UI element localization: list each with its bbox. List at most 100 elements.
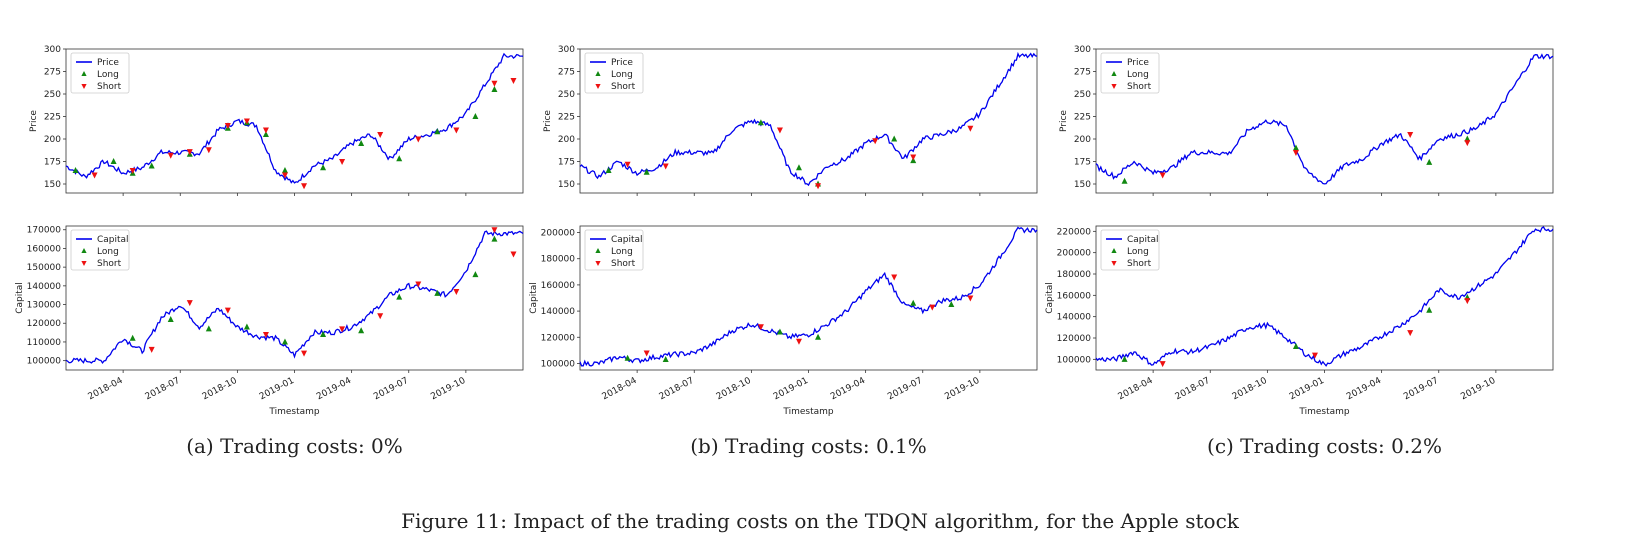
long-marker xyxy=(605,167,612,173)
legend-entry-short: Short xyxy=(1127,82,1152,92)
legend-entry-series: Capital xyxy=(97,235,129,245)
series-line xyxy=(579,51,1038,187)
short-marker xyxy=(205,147,212,154)
short-marker xyxy=(624,161,631,168)
long-marker xyxy=(1121,177,1128,184)
x-tick-label: 2019-04 xyxy=(829,376,867,403)
short-marker xyxy=(1159,172,1166,179)
x-tick-label: 2018-10 xyxy=(201,376,239,403)
x-axis-label: Timestamp xyxy=(268,407,320,417)
short-marker xyxy=(129,168,136,174)
plot-area xyxy=(65,225,524,371)
y-tick-label: 200000 xyxy=(1057,249,1092,259)
long-marker xyxy=(662,356,669,363)
short-marker xyxy=(967,295,974,302)
x-tick-label: 2019-04 xyxy=(1345,376,1383,403)
y-tick-label: 160000 xyxy=(541,281,576,291)
legend-entry-series: Price xyxy=(1127,58,1149,68)
legend xyxy=(70,52,130,94)
long-marker xyxy=(1464,135,1471,142)
long-marker xyxy=(320,164,327,171)
panel-caption: (b) Trading costs: 0.1% xyxy=(690,434,927,458)
short-marker xyxy=(662,163,669,170)
plot-area xyxy=(1095,225,1554,371)
legend-entry-long: Long xyxy=(97,70,119,80)
short-marker xyxy=(1407,330,1414,337)
short-marker xyxy=(1311,352,1318,359)
legend-entry-short: Short xyxy=(97,259,122,269)
short-marker xyxy=(510,78,517,84)
legend xyxy=(584,52,644,94)
legend xyxy=(70,229,130,271)
legend-long-swatch xyxy=(595,71,601,76)
plot-area xyxy=(1095,48,1554,194)
short-marker xyxy=(224,123,231,129)
long-marker xyxy=(262,131,269,137)
y-axis-label: Price xyxy=(543,110,553,132)
y-axis-label: Capital xyxy=(1045,282,1055,314)
y-tick-label: 140000 xyxy=(1057,313,1092,323)
plot-area xyxy=(65,48,524,194)
y-axis-label: Capital xyxy=(529,282,539,314)
figure-caption: Figure 11: Impact of the trading costs o… xyxy=(401,509,1240,533)
y-tick-label: 250 xyxy=(44,90,61,100)
x-tick-label: 2019-07 xyxy=(886,376,924,402)
short-marker xyxy=(377,132,384,138)
long-marker xyxy=(281,338,288,345)
x-tick-label: 2018-10 xyxy=(715,376,753,403)
legend-long-swatch xyxy=(81,248,87,253)
x-tick-label: 2019-07 xyxy=(372,376,410,402)
legend-entry-series: Price xyxy=(611,58,633,68)
short-marker xyxy=(910,154,917,161)
short-marker xyxy=(301,183,308,190)
y-tick-label: 140000 xyxy=(541,307,576,317)
legend-entry-series: Capital xyxy=(1127,235,1159,245)
legend-entry-short: Short xyxy=(1127,259,1152,269)
y-tick-label: 275 xyxy=(44,68,61,78)
legend-entry-long: Long xyxy=(1127,70,1149,80)
series-line xyxy=(579,226,1038,367)
y-tick-label: 200000 xyxy=(541,229,576,239)
long-marker xyxy=(148,162,155,169)
long-marker xyxy=(815,333,822,340)
x-tick-label: 2019-01 xyxy=(258,376,296,402)
short-marker xyxy=(815,183,822,190)
legend-entry-long: Long xyxy=(611,247,633,257)
y-tick-label: 120000 xyxy=(1057,334,1092,344)
long-marker xyxy=(205,325,212,332)
long-marker xyxy=(1292,144,1299,151)
y-tick-label: 160000 xyxy=(27,244,62,254)
short-marker xyxy=(967,125,974,132)
y-tick-label: 175 xyxy=(1074,158,1091,168)
legend-entry-long: Long xyxy=(97,247,119,257)
y-tick-label: 150000 xyxy=(27,263,62,273)
short-marker xyxy=(510,251,517,258)
long-marker xyxy=(472,271,479,278)
x-tick-label: 2019-10 xyxy=(943,376,981,403)
long-marker xyxy=(167,316,174,323)
y-tick-label: 150 xyxy=(1074,180,1091,190)
series-line xyxy=(65,52,524,184)
short-marker xyxy=(776,127,783,134)
y-tick-label: 150 xyxy=(44,180,61,190)
x-tick-label: 2019-10 xyxy=(429,376,467,403)
y-tick-label: 120000 xyxy=(27,319,62,329)
y-axis-label: Price xyxy=(29,110,39,132)
long-marker xyxy=(624,354,631,361)
y-tick-label: 300 xyxy=(44,45,61,55)
short-marker xyxy=(491,227,498,234)
y-tick-label: 130000 xyxy=(27,301,62,311)
x-tick-label: 2018-04 xyxy=(1117,376,1155,403)
y-tick-label: 100000 xyxy=(541,359,576,369)
short-marker xyxy=(1464,298,1471,305)
short-marker xyxy=(757,324,764,331)
short-marker xyxy=(186,300,193,307)
short-marker xyxy=(301,350,308,357)
short-marker xyxy=(243,118,250,125)
y-tick-label: 300 xyxy=(558,45,575,55)
long-marker xyxy=(757,119,764,126)
long-marker xyxy=(358,327,365,334)
y-tick-label: 110000 xyxy=(27,338,62,348)
y-tick-label: 250 xyxy=(558,90,575,100)
y-tick-label: 275 xyxy=(558,68,575,78)
